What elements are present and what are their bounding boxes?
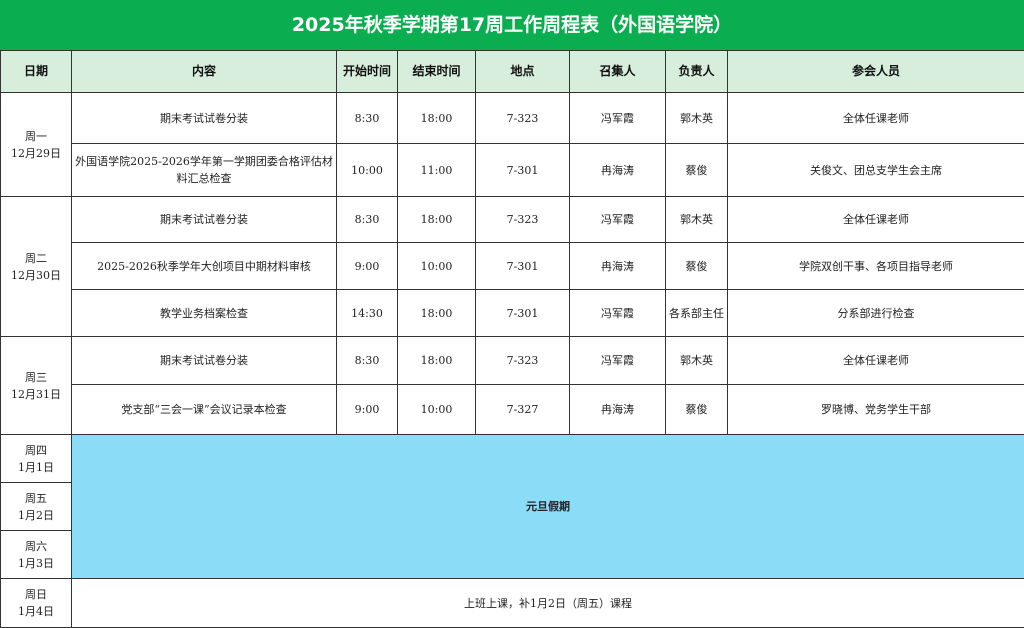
weekday: 周五 [25,492,47,505]
cell-attendees: 分系部进行检查 [728,290,1024,337]
cell-place: 7-327 [476,385,570,435]
header-attendees: 参会人员 [728,51,1024,93]
weekday: 周日 [25,588,47,601]
cell-attendees: 罗晓博、党务学生干部 [728,385,1024,435]
cell-place: 7-301 [476,144,570,197]
header-start: 开始时间 [337,51,398,93]
cell-owner: 蔡俊 [666,385,728,435]
cell-end: 18:00 [398,337,476,385]
cell-content: 期末考试试卷分装 [72,337,337,385]
table-row: 周日 1月4日 上班上课，补1月2日（周五）课程 [1,579,1024,628]
cell-owner: 郭木英 [666,93,728,144]
cell-owner: 各系部主任 [666,290,728,337]
cell-content: 党支部“三会一课”会议记录本检查 [72,385,337,435]
cell-place: 7-301 [476,243,570,290]
cell-start: 8:30 [337,337,398,385]
cell-start: 9:00 [337,385,398,435]
cell-convener: 冉海涛 [570,385,666,435]
header-owner: 负责人 [666,51,728,93]
date: 12月31日 [11,388,61,401]
cell-end: 11:00 [398,144,476,197]
cell-convener: 冯军霞 [570,93,666,144]
cell-place: 7-323 [476,197,570,243]
weekday: 周六 [25,540,47,553]
date-cell: 周一 12月29日 [1,93,72,197]
cell-end: 10:00 [398,385,476,435]
cell-place: 7-323 [476,93,570,144]
cell-place: 7-301 [476,290,570,337]
date-cell: 周三 12月31日 [1,337,72,435]
header-row: 日期内容开始时间结束时间地点召集人负责人参会人员 [1,51,1024,93]
date: 1月2日 [18,509,54,522]
date-cell: 周二 12月30日 [1,197,72,337]
cell-convener: 冯军霞 [570,290,666,337]
header-date: 日期 [1,51,72,93]
cell-owner: 郭木英 [666,337,728,385]
cell-attendees: 全体任课老师 [728,93,1024,144]
weekday: 周二 [25,252,47,265]
cell-place: 7-323 [476,337,570,385]
date-cell: 周四 1月1日 [1,435,72,483]
header-content: 内容 [72,51,337,93]
date: 1月1日 [18,461,54,474]
header-end: 结束时间 [398,51,476,93]
cell-content: 期末考试试卷分装 [72,197,337,243]
cell-start: 8:30 [337,197,398,243]
cell-content: 教学业务档案检查 [72,290,337,337]
weekday: 周一 [25,130,47,143]
cell-end: 18:00 [398,290,476,337]
weekday: 周三 [25,371,47,384]
weekday: 周四 [25,444,47,457]
date-cell: 周六 1月3日 [1,531,72,579]
date: 12月30日 [11,269,61,282]
cell-convener: 冉海涛 [570,243,666,290]
cell-convener: 冯军霞 [570,337,666,385]
cell-start: 14:30 [337,290,398,337]
sunday-note: 上班上课，补1月2日（周五）课程 [72,579,1024,628]
cell-attendees: 学院双创干事、各项目指导老师 [728,243,1024,290]
cell-start: 9:00 [337,243,398,290]
cell-start: 10:00 [337,144,398,197]
page-title: 2025年秋季学期第17周工作周程表（外国语学院） [0,0,1024,50]
header-convener: 召集人 [570,51,666,93]
cell-attendees: 全体任课老师 [728,197,1024,243]
cell-owner: 蔡俊 [666,243,728,290]
cell-attendees: 关俊文、团总支学生会主席 [728,144,1024,197]
cell-content: 外国语学院2025-2026学年第一学期团委合格评估材料汇总检查 [72,144,337,197]
date: 1月4日 [18,605,54,618]
cell-owner: 郭木英 [666,197,728,243]
cell-owner: 蔡俊 [666,144,728,197]
date-cell: 周五 1月2日 [1,483,72,531]
cell-end: 18:00 [398,93,476,144]
holiday-cell: 元旦假期 [72,435,1024,579]
date: 12月29日 [11,147,61,160]
date-cell: 周日 1月4日 [1,579,72,628]
cell-end: 10:00 [398,243,476,290]
header-place: 地点 [476,51,570,93]
cell-convener: 冉海涛 [570,144,666,197]
cell-content: 2025-2026秋季学年大创项目中期材料审核 [72,243,337,290]
cell-start: 8:30 [337,93,398,144]
date: 1月3日 [18,557,54,570]
cell-content: 期末考试试卷分装 [72,93,337,144]
cell-end: 18:00 [398,197,476,243]
cell-attendees: 全体任课老师 [728,337,1024,385]
cell-convener: 冯军霞 [570,197,666,243]
